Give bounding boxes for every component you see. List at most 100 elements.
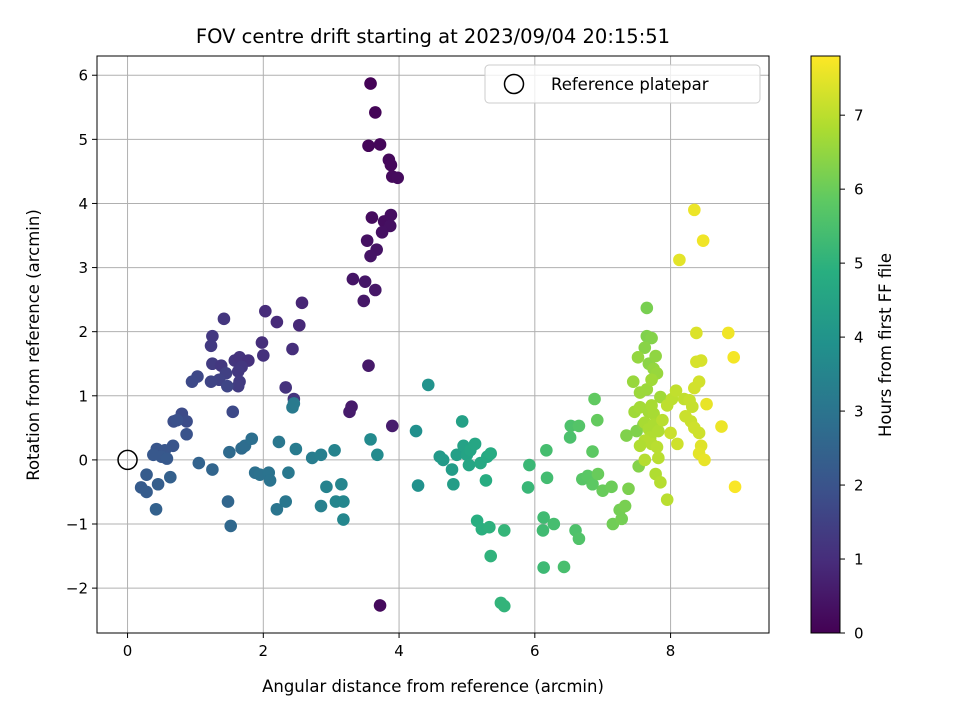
data-point (640, 301, 654, 315)
data-point (421, 378, 435, 392)
data-point (523, 458, 536, 472)
data-point (700, 397, 713, 411)
data-point (645, 373, 658, 387)
data-point (715, 420, 728, 433)
data-point (295, 296, 309, 310)
y-axis-ticks: −2 −1 0 1 2 3 4 5 6 (66, 67, 97, 598)
data-point (270, 315, 284, 329)
data-point (231, 365, 245, 378)
y-tick-label: 3 (78, 259, 88, 277)
data-point (436, 453, 450, 467)
data-point (633, 439, 647, 453)
data-point (409, 424, 423, 438)
data-point (373, 599, 387, 612)
data-point (180, 427, 193, 441)
data-point (557, 560, 571, 574)
data-point (245, 432, 259, 446)
data-point (654, 476, 667, 489)
plot-frame (96, 55, 770, 634)
data-point (160, 452, 174, 465)
data-point (287, 397, 301, 410)
data-point (314, 499, 328, 513)
data-point (140, 485, 153, 499)
data-point (536, 524, 550, 537)
data-point (727, 351, 741, 364)
y-axis-label: Rotation from reference (arcmin) (24, 209, 43, 481)
reference-platepar-marker (117, 449, 138, 471)
data-point (521, 481, 535, 494)
data-point (286, 342, 299, 356)
data-point (652, 451, 665, 465)
data-point (590, 413, 604, 427)
data-point (605, 480, 618, 494)
data-point (411, 479, 425, 492)
data-point (631, 351, 645, 364)
data-point (455, 415, 469, 428)
data-point (231, 379, 245, 393)
y-tick-label: 4 (78, 195, 88, 213)
legend-marker-icon (503, 73, 525, 95)
data-point (369, 283, 382, 297)
data-point (259, 304, 272, 318)
data-point (279, 381, 293, 394)
data-point (358, 275, 372, 288)
colorbar-tick-label: 4 (854, 329, 864, 347)
data-point (369, 106, 382, 119)
y-tick-label: 0 (78, 451, 88, 469)
chart-title: FOV centre drift starting at 2023/09/04 … (196, 25, 670, 48)
data-point (365, 211, 379, 224)
data-point (223, 445, 236, 459)
data-point (255, 336, 269, 349)
data-point (384, 158, 398, 172)
data-point (588, 392, 601, 406)
data-point (164, 470, 177, 484)
data-point (671, 437, 684, 451)
data-point (450, 448, 464, 462)
data-point (626, 375, 640, 388)
data-point (638, 453, 652, 467)
data-point (483, 520, 496, 534)
x-axis-label: Angular distance from reference (arcmin) (262, 677, 604, 696)
data-point (328, 443, 341, 457)
x-tick-label: 0 (123, 642, 133, 660)
data-point (673, 253, 686, 267)
y-tick-label: −2 (66, 580, 88, 598)
data-point (289, 442, 303, 456)
x-axis-ticks: 0 2 4 6 8 (123, 633, 676, 660)
data-point (360, 234, 374, 247)
y-tick-label: −1 (66, 516, 88, 534)
colorbar-tick-label: 1 (854, 551, 864, 569)
grid-lines (97, 56, 769, 633)
data-point (204, 375, 218, 388)
data-point (224, 519, 238, 533)
data-point (371, 448, 384, 462)
data-point (669, 384, 683, 397)
reference-marker-group (117, 449, 138, 471)
data-point (292, 318, 306, 332)
data-point (385, 419, 399, 433)
data-point (180, 415, 193, 428)
data-point (664, 426, 677, 440)
data-point (649, 349, 662, 363)
y-tick-label: 5 (78, 131, 88, 149)
data-point (640, 383, 654, 396)
data-point (263, 474, 277, 487)
data-point (362, 139, 375, 153)
x-tick-label: 8 (666, 642, 676, 660)
data-point (462, 458, 476, 472)
data-point (217, 312, 231, 326)
data-point (337, 495, 350, 508)
colorbar-tick-label: 7 (854, 107, 864, 125)
data-point (362, 359, 375, 372)
data-point (346, 272, 360, 286)
data-point (185, 375, 199, 388)
data-point (270, 502, 284, 516)
y-tick-label: 6 (78, 67, 88, 85)
data-point (656, 413, 669, 427)
data-point (591, 467, 605, 481)
data-point (337, 513, 350, 526)
data-point (221, 495, 235, 508)
data-point (314, 448, 328, 462)
colorbar-label: Hours from first FF file (876, 253, 895, 437)
